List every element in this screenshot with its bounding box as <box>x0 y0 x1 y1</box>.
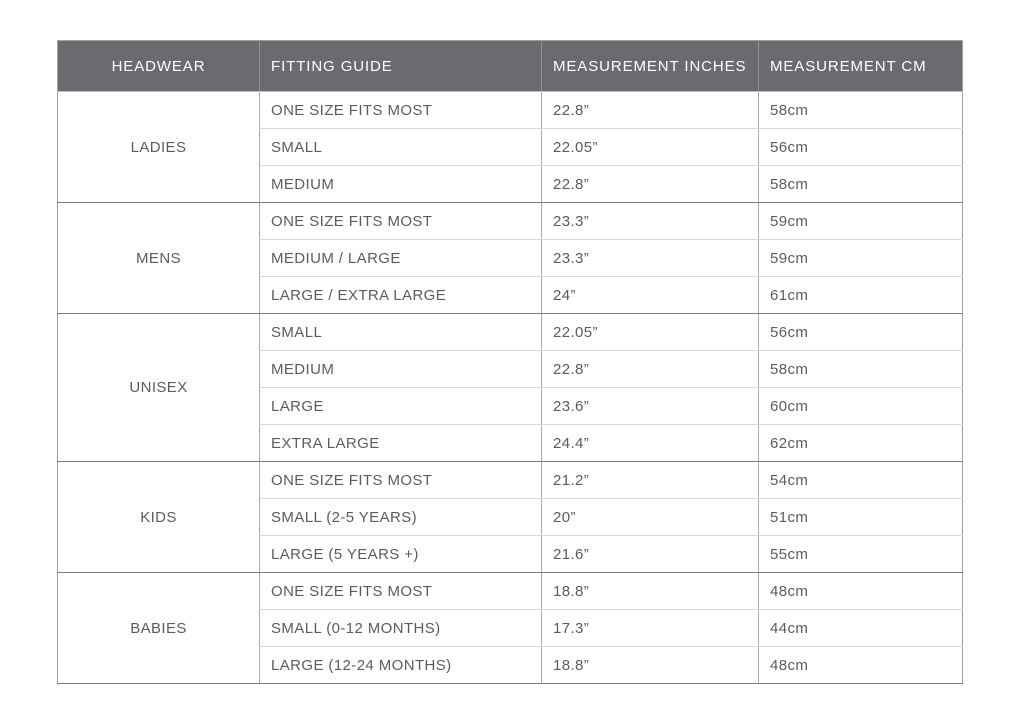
fitting-guide-cell: SMALL (2-5 YEARS) <box>259 498 542 536</box>
measurement-inches-cell: 21.6” <box>541 535 759 573</box>
measurement-inches-cell: 22.05” <box>541 128 759 166</box>
table-row: LARGE (12-24 MONTHS) 18.8” 48cm <box>58 646 963 684</box>
table-row: MEDIUM 22.8” 58cm <box>58 350 963 388</box>
measurement-inches-cell: 23.3” <box>541 239 759 277</box>
category-cell-kids: KIDS <box>57 461 260 573</box>
measurement-inches-cell: 22.8” <box>541 165 759 203</box>
measurement-inches-cell: 21.2” <box>541 461 759 499</box>
column-header-measurement-inches: MEASUREMENT INCHES <box>541 40 759 92</box>
fitting-guide-cell: LARGE <box>259 387 542 425</box>
table-row: MENS ONE SIZE FITS MOST 23.3” 59cm <box>57 202 963 314</box>
fitting-guide-cell: ONE SIZE FITS MOST <box>259 572 542 610</box>
measurement-inches-cell: 23.3” <box>541 202 759 240</box>
header-row: HEADWEAR FITTING GUIDE MEASUREMENT INCHE… <box>57 40 963 92</box>
measurement-inches-cell: 18.8” <box>541 572 759 610</box>
measurement-inches-cell: 24” <box>541 276 759 314</box>
table-row: SMALL (0-12 MONTHS) 17.3” 44cm <box>58 609 963 647</box>
fitting-guide-cell: ONE SIZE FITS MOST <box>259 461 542 499</box>
measurement-cm-cell: 62cm <box>758 424 963 462</box>
measurement-inches-cell: 22.05” <box>541 313 759 351</box>
fitting-guide-cell: SMALL <box>259 313 542 351</box>
fitting-guide-cell: MEDIUM <box>259 165 542 203</box>
fitting-guide-cell: SMALL (0-12 MONTHS) <box>259 609 542 647</box>
fitting-guide-cell: MEDIUM / LARGE <box>259 239 542 277</box>
measurement-cm-cell: 54cm <box>758 461 963 499</box>
fitting-guide-cell: LARGE (5 YEARS +) <box>259 535 542 573</box>
measurement-cm-cell: 44cm <box>758 609 963 647</box>
measurement-cm-cell: 55cm <box>758 535 963 573</box>
fitting-guide-cell: ONE SIZE FITS MOST <box>259 91 542 129</box>
measurement-cm-cell: 60cm <box>758 387 963 425</box>
table-row: BABIES ONE SIZE FITS MOST 18.8” 48cm <box>57 572 963 684</box>
table-row: LARGE / EXTRA LARGE 24” 61cm <box>58 276 963 314</box>
category-cell-mens: MENS <box>57 202 260 314</box>
fitting-guide-cell: MEDIUM <box>259 350 542 388</box>
size-chart-table: HEADWEAR FITTING GUIDE MEASUREMENT INCHE… <box>57 40 963 684</box>
measurement-inches-cell: 23.6” <box>541 387 759 425</box>
table-row: LADIES ONE SIZE FITS MOST 22.8” 58cm <box>57 91 963 203</box>
fitting-guide-cell: LARGE (12-24 MONTHS) <box>259 646 542 684</box>
measurement-cm-cell: 58cm <box>758 350 963 388</box>
table-row: EXTRA LARGE 24.4” 62cm <box>58 424 963 462</box>
category-cell-babies: BABIES <box>57 572 260 684</box>
measurement-cm-cell: 51cm <box>758 498 963 536</box>
table-row: MEDIUM 22.8” 58cm <box>58 165 963 203</box>
column-header-measurement-cm: MEASUREMENT CM <box>758 40 963 92</box>
measurement-inches-cell: 17.3” <box>541 609 759 647</box>
measurement-inches-cell: 22.8” <box>541 350 759 388</box>
column-header-headwear: HEADWEAR <box>57 40 260 92</box>
category-cell-unisex: UNISEX <box>57 313 260 462</box>
category-cell-ladies: LADIES <box>57 91 260 203</box>
table-row: SMALL 22.05” 56cm <box>58 128 963 166</box>
measurement-cm-cell: 48cm <box>758 572 963 610</box>
fitting-guide-cell: SMALL <box>259 128 542 166</box>
measurement-inches-cell: 22.8” <box>541 91 759 129</box>
size-chart: HEADWEAR FITTING GUIDE MEASUREMENT INCHE… <box>57 40 963 684</box>
measurement-cm-cell: 56cm <box>758 128 963 166</box>
measurement-cm-cell: 56cm <box>758 313 963 351</box>
measurement-cm-cell: 61cm <box>758 276 963 314</box>
measurement-cm-cell: 48cm <box>758 646 963 684</box>
table-row: LARGE 23.6” 60cm <box>58 387 963 425</box>
column-header-fitting-guide: FITTING GUIDE <box>259 40 542 92</box>
measurement-inches-cell: 20” <box>541 498 759 536</box>
measurement-cm-cell: 58cm <box>758 91 963 129</box>
measurement-inches-cell: 24.4” <box>541 424 759 462</box>
table-row: MEDIUM / LARGE 23.3” 59cm <box>58 239 963 277</box>
measurement-inches-cell: 18.8” <box>541 646 759 684</box>
table-row: SMALL (2-5 YEARS) 20” 51cm <box>58 498 963 536</box>
fitting-guide-cell: EXTRA LARGE <box>259 424 542 462</box>
measurement-cm-cell: 59cm <box>758 202 963 240</box>
fitting-guide-cell: LARGE / EXTRA LARGE <box>259 276 542 314</box>
table-row: UNISEX SMALL 22.05” 56cm <box>57 313 963 462</box>
measurement-cm-cell: 58cm <box>758 165 963 203</box>
table-row: LARGE (5 YEARS +) 21.6” 55cm <box>58 535 963 573</box>
table-row: KIDS ONE SIZE FITS MOST 21.2” 54cm <box>57 461 963 573</box>
fitting-guide-cell: ONE SIZE FITS MOST <box>259 202 542 240</box>
measurement-cm-cell: 59cm <box>758 239 963 277</box>
